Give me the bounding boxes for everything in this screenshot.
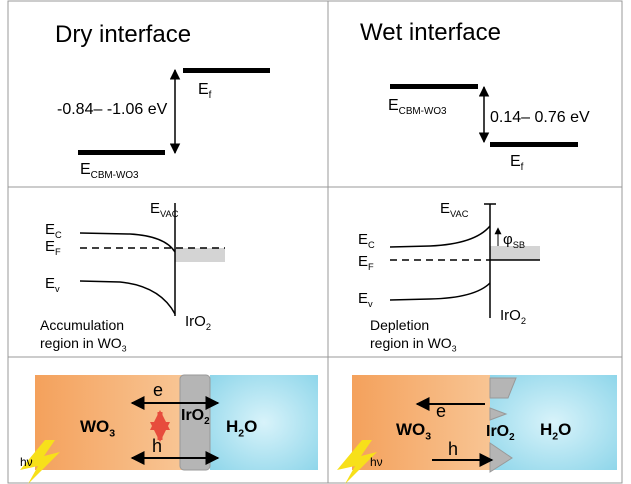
label-main: E [358, 253, 368, 270]
label-sub: 3 [452, 344, 457, 354]
label-main: IrO [185, 313, 206, 330]
level-label: EVAC [150, 200, 179, 219]
label-main: E [45, 275, 55, 292]
label-main: IrO [181, 407, 204, 424]
label-sub: C [55, 230, 62, 240]
level-label: Ef [198, 81, 212, 101]
label-sub: F [55, 247, 61, 257]
label-sub: v [55, 284, 60, 294]
level-label: EC [45, 221, 62, 240]
label-main: WO [80, 417, 109, 436]
label-sub: VAC [160, 209, 179, 219]
carrier-label: e [436, 401, 446, 421]
label-main: E [358, 290, 368, 307]
label-sub: 3 [122, 344, 127, 354]
label-sub: VAC [450, 209, 469, 219]
label-sub: C [368, 240, 375, 250]
level-label: EC [358, 231, 375, 250]
material-label: IrO2 [185, 313, 211, 332]
label-main: E [80, 161, 91, 178]
label-sub: CBM-WO3 [399, 106, 447, 117]
panel-title: Dry interface [55, 21, 191, 48]
label-sub: 2 [521, 316, 526, 326]
wet-bands [390, 204, 540, 318]
carrier-label: e [153, 380, 163, 400]
label-tail: O [558, 420, 571, 439]
region-label: region in WO3 [40, 335, 127, 354]
photon-label: hν [370, 455, 383, 469]
label-main: E [45, 221, 55, 238]
panel-title: Wet interface [360, 19, 501, 46]
label-main: E [198, 81, 209, 98]
label-main: E [150, 200, 160, 217]
label-sub: SB [513, 240, 525, 250]
label-main: region in WO [370, 335, 452, 351]
label-sub: v [368, 299, 373, 309]
dry-bands [80, 203, 225, 316]
gap-label: -0.84– -1.06 eV [57, 101, 168, 118]
label-main: E [510, 153, 521, 170]
level-label: φSB [503, 231, 525, 250]
label-sub: F [368, 262, 374, 272]
label-sub: f [521, 162, 524, 173]
label-sub: 2 [206, 322, 211, 332]
level-label: Ev [45, 275, 60, 294]
label-sub: CBM-WO3 [91, 170, 139, 181]
level-label: EF [45, 238, 61, 257]
region-label: region in WO3 [370, 335, 457, 354]
label-sub: 3 [109, 427, 115, 439]
level-label: ECBM-WO3 [80, 161, 139, 181]
photon-label: hν [20, 455, 33, 469]
material-label: IrO2 [500, 307, 526, 326]
level-label: EF [358, 253, 374, 272]
diagram: Dry interface-0.84– -1.06 eVEfECBM-WO3We… [0, 0, 631, 484]
gap-label: 0.14– 0.76 eV [490, 109, 590, 126]
label-main: region in WO [40, 335, 122, 351]
label-tail: O [244, 417, 257, 436]
label-sub: 2 [204, 416, 210, 427]
region-label: Accumulation [40, 317, 124, 333]
label-main: IrO [500, 307, 521, 324]
level-label: Ef [510, 153, 524, 173]
label-main: WO [396, 420, 425, 439]
region-label: Depletion [370, 317, 429, 333]
level-label: ECBM-WO3 [388, 97, 447, 117]
label-sub: 2 [509, 432, 515, 443]
label-main: E [45, 238, 55, 255]
carrier-label: h [448, 439, 458, 459]
label-sub: 3 [425, 430, 431, 442]
label-sub: f [209, 90, 212, 101]
label-main: φ [503, 231, 513, 248]
label-main: H [226, 417, 238, 436]
label-main: IrO [486, 423, 509, 440]
label-main: E [388, 97, 399, 114]
label-main: E [440, 200, 450, 217]
dry-device [20, 375, 318, 484]
level-label: Ev [358, 290, 373, 309]
label-main: H [540, 420, 552, 439]
label-main: E [358, 231, 368, 248]
carrier-label: h [152, 436, 162, 456]
level-label: EVAC [440, 200, 469, 219]
